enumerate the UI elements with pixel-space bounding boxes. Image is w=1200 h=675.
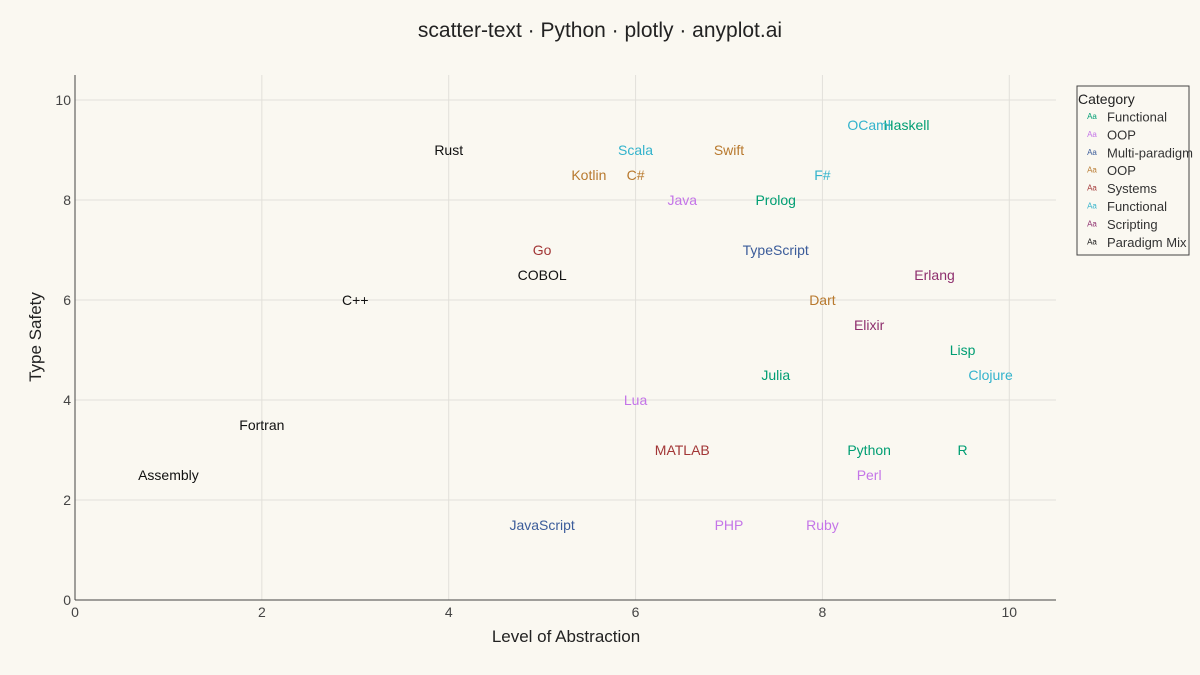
y-tick-label: 6 (63, 292, 71, 308)
point-label: Java (667, 192, 697, 208)
legend-symbol: Aa (1087, 184, 1097, 193)
point-label: Scala (618, 142, 653, 158)
legend: Category Aa Functional Aa OOP Aa Multi-paradi… (1076, 85, 1193, 256)
legend-label: Functional (1107, 110, 1167, 125)
point-label: Rust (434, 142, 463, 158)
legend-symbol: Aa (1087, 148, 1097, 157)
legend-label: OOP (1107, 127, 1136, 142)
legend-symbol: Aa (1087, 166, 1097, 175)
legend-symbol: Aa (1087, 202, 1097, 211)
point-label: R (958, 442, 968, 458)
y-tick-label: 4 (63, 392, 71, 408)
point-label: Kotlin (571, 167, 606, 183)
x-tick-label: 4 (445, 604, 453, 620)
point-label: Lua (624, 392, 648, 408)
point-label: Lisp (950, 342, 976, 358)
y-tick-label: 8 (63, 192, 71, 208)
point-label: Erlang (914, 267, 954, 283)
point-label: Go (533, 242, 552, 258)
legend-symbol: Aa (1087, 112, 1097, 121)
point-label: C# (627, 167, 645, 183)
y-tick-labels: 0 2 4 6 8 10 (55, 92, 71, 608)
legend-label: Multi-paradigm (1107, 145, 1193, 160)
point-label: Perl (857, 467, 882, 483)
legend-symbol: Aa (1087, 130, 1097, 139)
point-label: PHP (715, 517, 744, 533)
legend-symbol: Aa (1087, 237, 1097, 246)
x-tick-labels: 0 2 4 6 8 10 (71, 604, 1017, 620)
point-label: JavaScript (509, 517, 574, 533)
point-label: Assembly (138, 467, 199, 483)
x-tick-label: 2 (258, 604, 266, 620)
y-axis-title: Type Safety (26, 292, 45, 382)
y-tick-label: 0 (63, 592, 71, 608)
point-label: OCaml (847, 117, 891, 133)
chart-title: scatter-text · Python · plotly · anyplot… (418, 19, 782, 42)
legend-label: Scripting (1107, 217, 1158, 232)
legend-label: Functional (1107, 199, 1167, 214)
point-label: Haskell (884, 117, 930, 133)
y-tick-label: 10 (55, 92, 71, 108)
point-label: Elixir (854, 317, 885, 333)
point-label: Fortran (239, 417, 284, 433)
point-label: Python (847, 442, 891, 458)
x-tick-label: 10 (1001, 604, 1017, 620)
point-label: Ruby (806, 517, 839, 533)
point-label: Dart (809, 292, 836, 308)
y-tick-label: 2 (63, 492, 71, 508)
point-label: MATLAB (655, 442, 710, 458)
grid-lines (75, 75, 1056, 600)
point-label: TypeScript (743, 242, 809, 258)
legend-label: Paradigm Mix (1107, 235, 1187, 250)
point-label: Swift (714, 142, 744, 158)
x-tick-label: 8 (819, 604, 827, 620)
legend-title: Category (1078, 91, 1135, 107)
point-label: Clojure (968, 367, 1013, 383)
point-label: COBOL (518, 267, 567, 283)
point-label: C++ (342, 292, 368, 308)
point-label: Prolog (755, 192, 795, 208)
x-tick-label: 0 (71, 604, 79, 620)
point-label: F# (814, 167, 831, 183)
x-tick-label: 6 (632, 604, 640, 620)
data-labels: Haskell Prolog Julia Python R Lisp Java Lua Perl… (138, 117, 1013, 533)
legend-label: OOP (1107, 163, 1136, 178)
point-label: Julia (761, 367, 790, 383)
legend-box (1076, 85, 1190, 256)
legend-symbol: Aa (1087, 219, 1097, 228)
legend-label: Systems (1107, 181, 1157, 196)
x-axis-title: Level of Abstraction (492, 627, 640, 646)
